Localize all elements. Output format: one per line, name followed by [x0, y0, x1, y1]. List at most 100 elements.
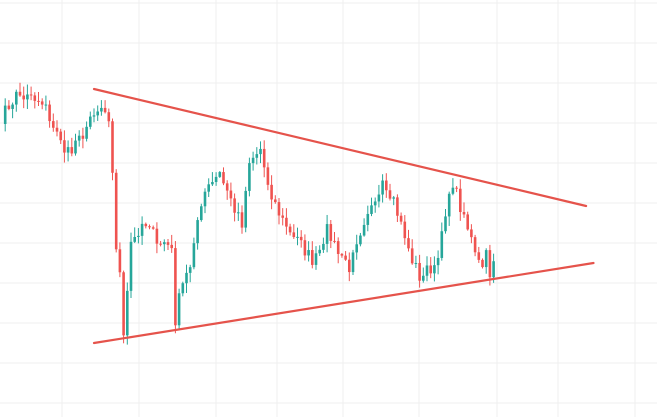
candle-body [270, 184, 273, 200]
candle-body [137, 235, 140, 238]
candle-body [281, 215, 284, 218]
candle [44, 95, 48, 111]
candle [222, 167, 225, 186]
candle [444, 208, 447, 234]
candle-body [455, 187, 458, 189]
candle [240, 205, 244, 234]
candle [33, 92, 37, 109]
candle [418, 254, 421, 288]
candle [318, 245, 321, 256]
candle-body [429, 265, 432, 274]
candle [462, 202, 466, 218]
candle [266, 162, 270, 191]
candle [7, 100, 11, 111]
candle [399, 212, 403, 225]
candle-body [388, 190, 392, 199]
candle-body [418, 262, 421, 281]
candle [207, 178, 210, 198]
candle [148, 224, 151, 230]
candle [15, 89, 18, 112]
candle [470, 224, 473, 244]
candle [292, 224, 296, 239]
candle [366, 205, 370, 232]
candle [436, 250, 440, 275]
candle [140, 216, 144, 245]
candle-body [488, 250, 492, 278]
candle [455, 186, 458, 193]
candle [174, 241, 177, 334]
candle-body [492, 261, 495, 278]
candle-body [477, 252, 481, 260]
candle [451, 178, 455, 196]
candle-body [381, 180, 384, 195]
candle [22, 86, 25, 109]
candle [270, 175, 273, 210]
candle [248, 157, 251, 197]
candle-body [333, 240, 336, 242]
candle [288, 223, 292, 236]
candle [111, 118, 114, 181]
candle [144, 222, 148, 229]
candle [340, 252, 344, 258]
candle-body [66, 147, 70, 153]
candle-body [351, 252, 355, 273]
candle [40, 98, 44, 110]
candle [251, 151, 255, 171]
candle [373, 197, 377, 213]
candle-body [392, 197, 395, 199]
candle-body [288, 226, 292, 233]
candle-body [107, 112, 111, 122]
candle-body [274, 199, 277, 203]
candle [137, 228, 140, 244]
candle [414, 255, 418, 268]
candle [407, 229, 410, 252]
candle-body [266, 167, 270, 185]
candle-body [155, 228, 159, 244]
candle [192, 237, 196, 270]
candle [66, 140, 70, 162]
candle [299, 230, 303, 248]
candle [81, 127, 85, 149]
candle-body [262, 148, 266, 168]
candle [37, 91, 40, 107]
candle [59, 128, 62, 145]
candle-body [229, 190, 233, 199]
candle-body [296, 236, 299, 238]
candles [3, 82, 495, 345]
candle-body [192, 243, 196, 268]
candle-body [459, 188, 462, 213]
candle [303, 234, 307, 261]
candle-body [114, 172, 118, 250]
candle-body [359, 235, 362, 245]
candle [277, 197, 281, 225]
candle-body [370, 205, 373, 214]
candle-body [433, 265, 436, 274]
candle-body [218, 172, 222, 177]
candle-body [63, 140, 66, 153]
candle [259, 141, 262, 164]
candle-body [7, 105, 11, 109]
candle-body [325, 224, 329, 244]
candle-body [259, 148, 262, 155]
trendline-upper [92, 87, 588, 208]
candle-body [211, 182, 214, 185]
candle-body [148, 226, 151, 228]
candle-body [166, 242, 170, 245]
candle-body [85, 126, 88, 139]
candle [77, 130, 81, 147]
candle [410, 239, 414, 265]
candle [122, 270, 125, 344]
candle [314, 246, 318, 270]
candle [214, 172, 218, 186]
candle [351, 249, 355, 275]
candle [348, 252, 351, 282]
candle [74, 133, 77, 156]
candle-body [440, 231, 444, 258]
candle [70, 137, 74, 157]
candle-body [396, 197, 399, 216]
candle [229, 182, 233, 207]
candle-body [159, 243, 162, 245]
candle-body [225, 183, 229, 191]
